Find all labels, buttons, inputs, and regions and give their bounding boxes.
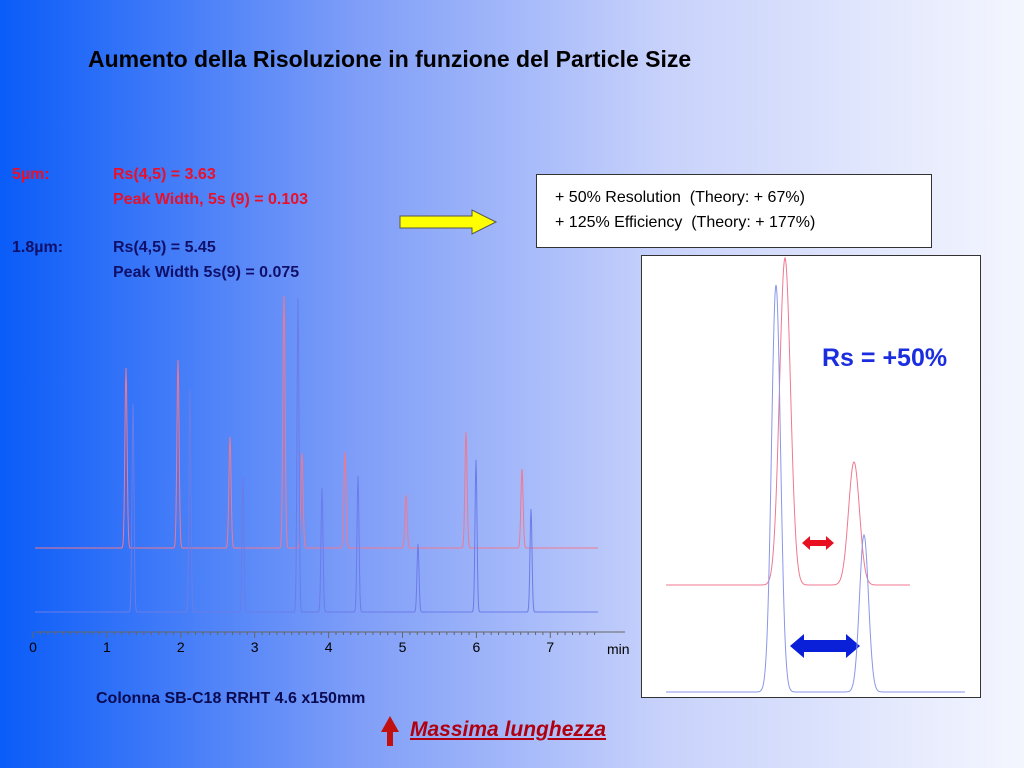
inset-blue-trace [666,284,965,693]
inset-panel [641,255,981,698]
x-tick-label: 5 [399,639,407,655]
blue-trace [35,297,598,613]
inset-red-trace [666,256,910,586]
stat-line: Rs(4,5) = 5.45 [113,239,216,256]
gain-line: + 125% Efficiency (Theory: + 177%) [555,214,816,231]
x-tick-label: 4 [325,639,333,655]
x-tick-label: 7 [546,639,554,655]
x-tick-label: 2 [177,639,185,655]
note: Massima lunghezza [410,718,607,741]
x-tick-label: 1 [103,639,111,655]
red-arrow [802,536,834,550]
title: Aumento della Risoluzione in funzione de… [88,46,692,72]
stat-line: Peak Width, 5s (9) = 0.103 [113,191,309,208]
stat-label: 5µm: [12,166,50,183]
column-label: Colonna SB-C18 RRHT 4.6 x150mm [96,690,366,707]
red-trace [35,295,598,549]
gain-box: + 50% Resolution (Theory: + 67%) + 125% … [536,174,932,248]
stat-label: 1.8µm: [12,239,64,256]
stat-line: Rs(4,5) = 3.63 [113,166,216,183]
axis-unit: min [607,641,630,657]
inset-label: Rs = +50% [822,344,948,372]
gain-line: + 50% Resolution (Theory: + 67%) [555,189,805,206]
x-tick-label: 0 [29,639,37,655]
up-arrow [381,716,399,746]
stat-line: Peak Width 5s(9) = 0.075 [113,264,300,281]
x-tick-label: 3 [251,639,259,655]
blue-arrow [790,634,860,658]
x-tick-label: 6 [473,639,481,655]
arrow-right [399,209,498,235]
